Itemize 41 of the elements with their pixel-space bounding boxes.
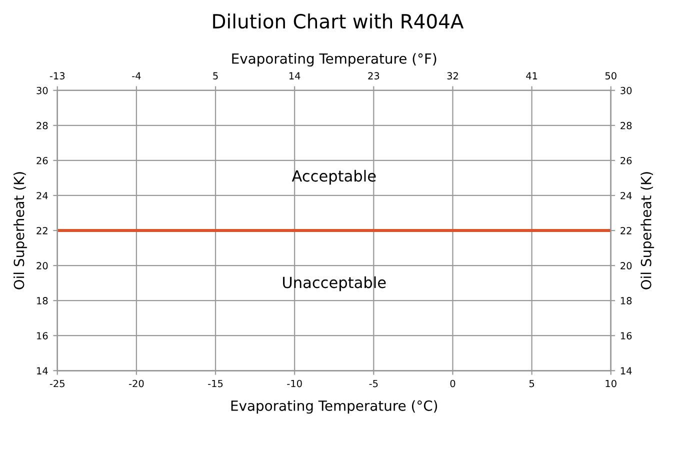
annotation: Unacceptable bbox=[283, 276, 386, 292]
y2-tick-label: 30 bbox=[620, 86, 632, 94]
x2-tick-label: 50 bbox=[605, 72, 616, 80]
x2-tick-label: -4 bbox=[132, 72, 141, 80]
y2-tick-label: 18 bbox=[620, 297, 632, 304]
x-tick-label: 5 bbox=[529, 380, 534, 388]
y-axis-title: Oil Superheat (K) bbox=[13, 172, 27, 290]
x2-tick-label: 32 bbox=[447, 72, 458, 80]
chart-title: Dilution Chart with R404A bbox=[213, 14, 464, 29]
x-tick-label: -10 bbox=[287, 380, 302, 388]
y-tick-label: 18 bbox=[37, 297, 48, 304]
y2-tick-label: 14 bbox=[620, 367, 632, 374]
x2-axis-title: Evaporating Temperature (°F) bbox=[232, 53, 436, 67]
y-tick-label: 14 bbox=[37, 367, 48, 374]
annotation: Acceptable bbox=[292, 170, 376, 185]
y-tick-label: 20 bbox=[36, 262, 48, 270]
x-tick-label: -25 bbox=[50, 380, 64, 388]
y2-tick-label: 26 bbox=[620, 156, 632, 164]
y-tick-label: 26 bbox=[36, 156, 48, 164]
y2-axis-title: Oil Superheat (K) bbox=[640, 172, 654, 290]
x-tick-label: -20 bbox=[128, 380, 144, 388]
x2-tick-label: 41 bbox=[526, 72, 538, 80]
y-tick-label: 30 bbox=[36, 86, 48, 94]
x-tick-label: -15 bbox=[208, 380, 223, 388]
x-axis-title: Evaporating Temperature (°C) bbox=[231, 400, 438, 414]
x2-tick-label: 5 bbox=[213, 72, 218, 80]
y2-tick-label: 24 bbox=[620, 192, 632, 200]
x2-tick-label: 23 bbox=[368, 72, 380, 80]
x-tick-label: 0 bbox=[450, 380, 456, 388]
y2-tick-label: 28 bbox=[620, 122, 632, 130]
y2-tick-label: 16 bbox=[620, 332, 632, 340]
y2-tick-label: 20 bbox=[620, 262, 632, 270]
y-tick-label: 22 bbox=[36, 227, 48, 234]
x-tick-label: -5 bbox=[369, 380, 378, 388]
x-tick-label: 10 bbox=[606, 380, 616, 388]
y-tick-label: 28 bbox=[36, 122, 48, 130]
x2-tick-label: -13 bbox=[50, 72, 65, 80]
y-tick-label: 24 bbox=[36, 192, 48, 200]
x2-tick-label: 14 bbox=[289, 72, 300, 80]
y2-tick-label: 22 bbox=[620, 227, 632, 234]
y-tick-label: 16 bbox=[37, 332, 48, 340]
